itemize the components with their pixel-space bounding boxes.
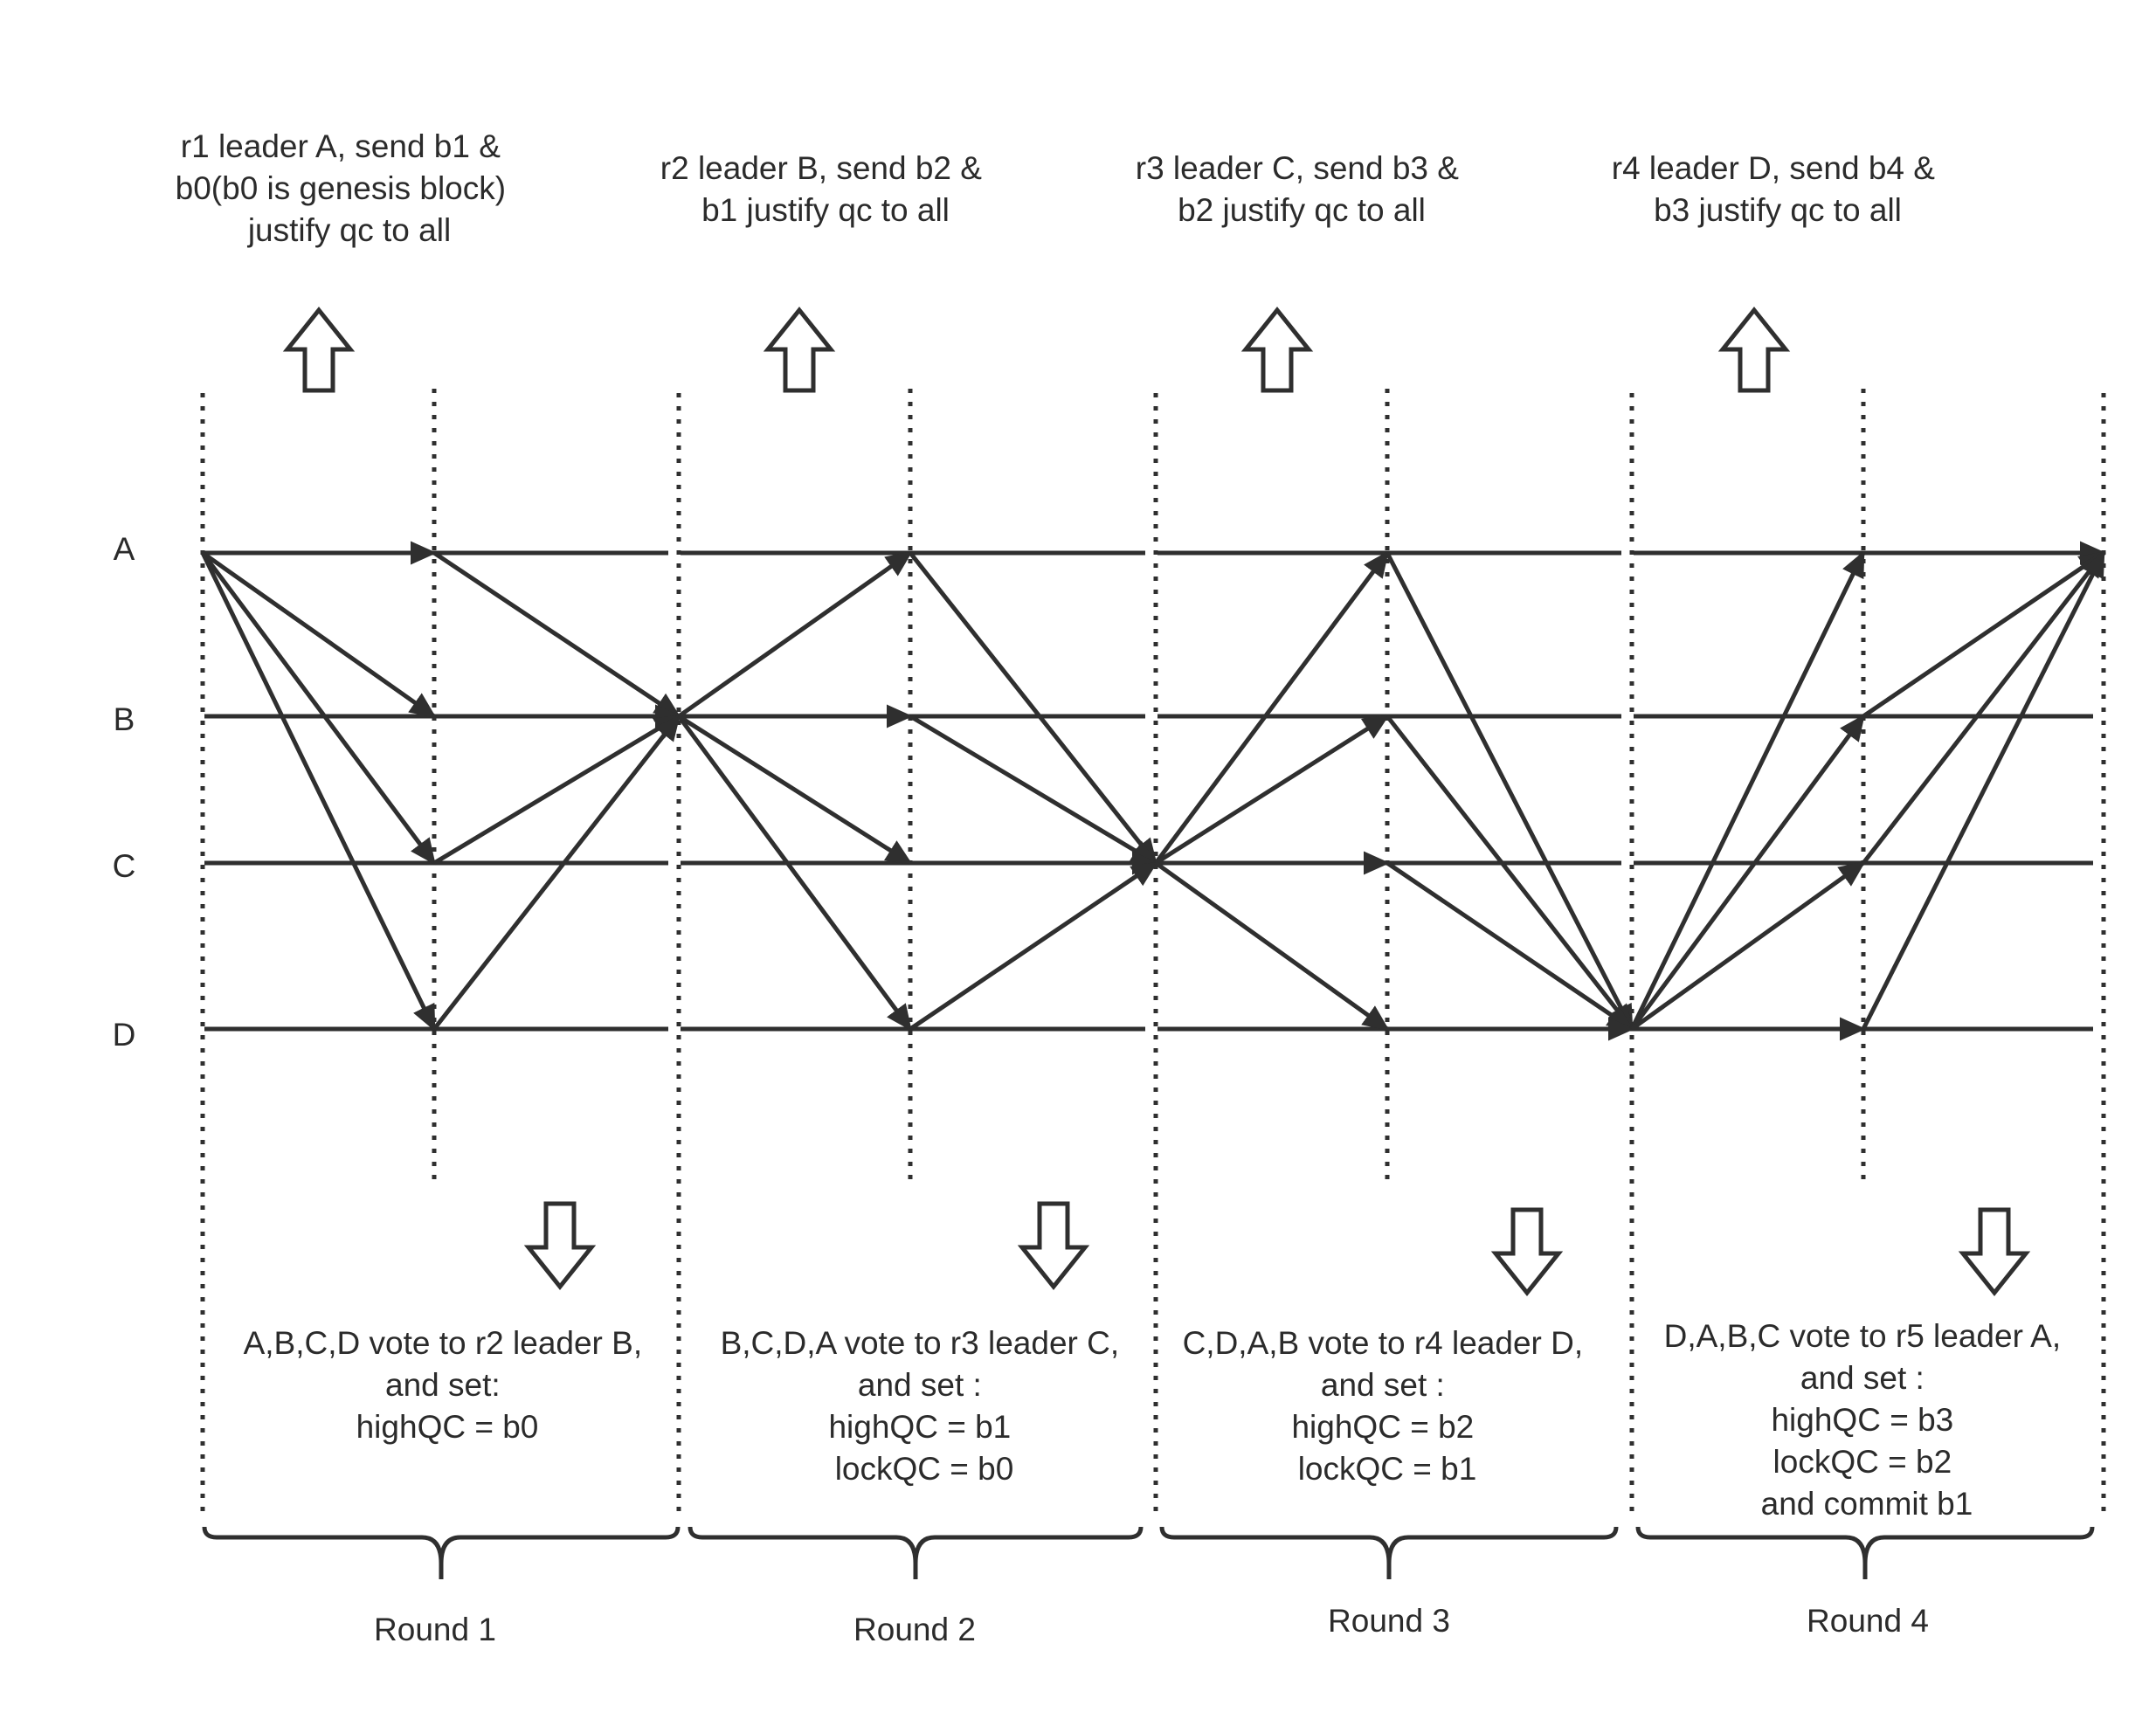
round-label-1: Round 1: [374, 1612, 496, 1647]
bottom-note-round-1: A,B,C,D vote to r2 leader B, and set: hi…: [244, 1325, 652, 1445]
round-label-4: Round 4: [1807, 1603, 1929, 1639]
proposal-arrow-r2-b-to-d: [676, 715, 913, 1032]
phase-arrows: [282, 306, 2031, 1297]
proposal-arrow-r1-a-to-d: [200, 551, 437, 1032]
vote-arrow-down-round-2: [1017, 1201, 1090, 1291]
brace-round-4: [1635, 1526, 2095, 1579]
vote-arrow-r1-d-to-b: [432, 714, 681, 1031]
leader-send-arrow-round-1: [282, 306, 356, 393]
vote-arrow-down-round-3: [1490, 1207, 1564, 1297]
vote-arrow-down-round-1: [523, 1201, 597, 1291]
proposal-arrow-r3-c-to-d: [1154, 860, 1390, 1032]
proposal-arrow-r3-c-to-a: [1153, 550, 1390, 865]
vote-arrow-r4-c-to-a: [1862, 550, 2105, 865]
vote-arrow-r4-b-to-a: [1862, 550, 2106, 719]
proposal-arrow-r1-a-to-c: [200, 551, 437, 866]
round-braces: [202, 1526, 2095, 1579]
vote-arrow-r4-d-to-a: [1861, 550, 2106, 1031]
proposal-arrow-r4-d-to-a: [1629, 550, 1866, 1031]
vote-arrow-r2-b-to-c: [909, 714, 1158, 866]
brace-round-3: [1159, 1526, 1619, 1579]
bottom-note-round-2: B,C,D,A vote to r3 leader C, and set : h…: [721, 1325, 1129, 1487]
vote-arrow-r1-c-to-b: [432, 714, 681, 866]
top-note-round-1: r1 leader A, send b1 & b0(b0 is genesis …: [176, 128, 515, 248]
brace-round-2: [688, 1526, 1144, 1579]
proposal-arrow-r3-c-to-b: [1154, 714, 1390, 866]
brace-round-1: [202, 1526, 681, 1579]
vote-arrow-down-round-4: [1958, 1207, 2031, 1297]
vote-arrow-r3-b-to-d: [1386, 715, 1634, 1032]
top-note-round-3: r3 leader C, send b3 & b2 justify qc to …: [1136, 150, 1468, 228]
round-label-2: Round 2: [853, 1612, 976, 1647]
vote-arrow-r2-a-to-c: [909, 551, 1157, 866]
top-note-round-4: r4 leader D, send b4 & b3 justify qc to …: [1612, 150, 1945, 228]
leader-send-arrow-round-4: [1717, 306, 1791, 393]
top-note-round-2: r2 leader B, send b2 & b1 justify qc to …: [660, 150, 991, 228]
leader-send-arrow-round-3: [1240, 306, 1314, 393]
vote-arrow-r2-d-to-c: [909, 860, 1158, 1032]
leader-send-arrow-round-2: [763, 306, 836, 393]
proposal-arrow-r2-b-to-a: [677, 550, 913, 719]
bottom-note-round-3: C,D,A,B vote to r4 leader D, and set : h…: [1183, 1325, 1593, 1487]
node-label-c: C: [113, 848, 136, 884]
proposal-arrow-r4-d-to-c: [1630, 860, 1866, 1032]
node-label-a: A: [114, 531, 135, 567]
round-label-3: Round 3: [1328, 1603, 1450, 1639]
round-boundaries: [200, 389, 2106, 1520]
vote-arrow-r3-c-to-d: [1386, 860, 1634, 1032]
node-label-d: D: [113, 1017, 136, 1053]
vote-arrow-r1-a-to-b: [432, 550, 681, 719]
message-arrows: [200, 541, 2106, 1041]
proposal-arrow-r4-d-to-b: [1629, 714, 1866, 1031]
proposal-arrow-r2-b-to-c: [677, 714, 913, 866]
node-label-b: B: [114, 701, 135, 737]
vote-arrow-r3-a-to-d: [1385, 551, 1634, 1032]
proposal-arrow-r1-a-to-b: [201, 550, 437, 719]
bottom-note-round-4: D,A,B,C vote to r5 leader A, and set : h…: [1664, 1318, 2070, 1522]
